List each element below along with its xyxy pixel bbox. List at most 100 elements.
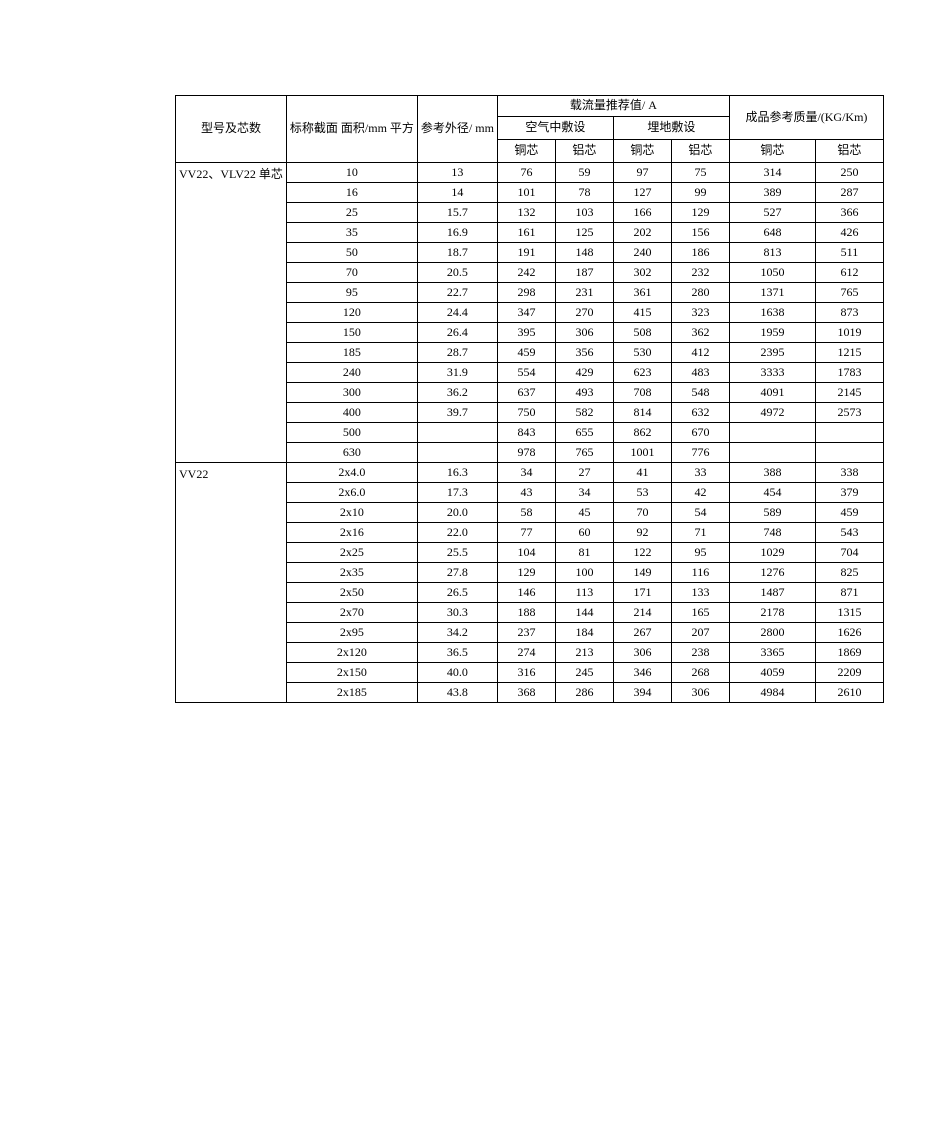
cell-a_al: 231 — [555, 282, 613, 302]
cell-a_al: 59 — [555, 162, 613, 182]
cell-b_al: 186 — [671, 242, 729, 262]
cell-sec: 35 — [286, 222, 417, 242]
cell-b_cu: 394 — [613, 682, 671, 702]
hdr-air-cu: 铜芯 — [497, 139, 555, 162]
cell-b_cu: 97 — [613, 162, 671, 182]
cell-a_al: 213 — [555, 642, 613, 662]
cell-w_cu: 1371 — [729, 282, 815, 302]
hdr-air-al: 铝芯 — [555, 139, 613, 162]
cell-sec: 16 — [286, 182, 417, 202]
cell-sec: 240 — [286, 362, 417, 382]
cell-b_al: 268 — [671, 662, 729, 682]
cell-a_al: 187 — [555, 262, 613, 282]
cell-a_al: 245 — [555, 662, 613, 682]
cell-od: 25.5 — [417, 542, 497, 562]
cell-sec: 300 — [286, 382, 417, 402]
cell-sec: 10 — [286, 162, 417, 182]
cell-w_cu: 748 — [729, 522, 815, 542]
cell-b_al: 548 — [671, 382, 729, 402]
cell-sec: 2x4.0 — [286, 462, 417, 482]
cell-sec: 2x16 — [286, 522, 417, 542]
cell-od: 17.3 — [417, 482, 497, 502]
cell-w_al: 2145 — [815, 382, 883, 402]
cell-w_cu: 4972 — [729, 402, 815, 422]
cell-w_cu: 4059 — [729, 662, 815, 682]
cell-b_al: 207 — [671, 622, 729, 642]
cell-b_al: 280 — [671, 282, 729, 302]
cell-w_cu — [729, 422, 815, 442]
cell-a_cu: 76 — [497, 162, 555, 182]
cell-b_al: 632 — [671, 402, 729, 422]
cell-a_al: 27 — [555, 462, 613, 482]
cell-w_al — [815, 422, 883, 442]
cell-od: 15.7 — [417, 202, 497, 222]
cell-sec: 2x50 — [286, 582, 417, 602]
cell-w_al: 511 — [815, 242, 883, 262]
cell-sec: 2x185 — [286, 682, 417, 702]
cable-spec-table: 型号及芯数 标称截面 面积/mm 平方 参考外径/ mm 载流量推荐值/ A 成… — [175, 95, 884, 703]
cell-od: 20.0 — [417, 502, 497, 522]
cell-w_cu: 527 — [729, 202, 815, 222]
cell-b_cu: 92 — [613, 522, 671, 542]
cell-b_cu: 302 — [613, 262, 671, 282]
group-label: VV22 — [176, 462, 287, 702]
cell-w_al: 873 — [815, 302, 883, 322]
cell-a_al: 45 — [555, 502, 613, 522]
cell-a_cu: 347 — [497, 302, 555, 322]
cell-od: 13 — [417, 162, 497, 182]
cell-a_cu: 101 — [497, 182, 555, 202]
cell-sec: 2x25 — [286, 542, 417, 562]
cell-w_al: 1869 — [815, 642, 883, 662]
cell-b_al: 483 — [671, 362, 729, 382]
cell-b_al: 33 — [671, 462, 729, 482]
cell-od: 22.0 — [417, 522, 497, 542]
cell-b_al: 156 — [671, 222, 729, 242]
cell-sec: 120 — [286, 302, 417, 322]
cell-od: 16.3 — [417, 462, 497, 482]
cell-a_cu: 316 — [497, 662, 555, 682]
table-row: VV222x4.016.334274133388338 — [176, 462, 884, 482]
cell-od: 18.7 — [417, 242, 497, 262]
cell-sec: 25 — [286, 202, 417, 222]
cell-a_al: 286 — [555, 682, 613, 702]
table-body: VV22、VLV22 单芯101376599775314250161410178… — [176, 162, 884, 702]
cell-w_al: 379 — [815, 482, 883, 502]
cell-a_al: 148 — [555, 242, 613, 262]
header-row-1: 型号及芯数 标称截面 面积/mm 平方 参考外径/ mm 载流量推荐值/ A 成… — [176, 96, 884, 117]
cell-a_cu: 188 — [497, 602, 555, 622]
table-row: VV22、VLV22 单芯101376599775314250 — [176, 162, 884, 182]
cell-od: 26.4 — [417, 322, 497, 342]
cell-od: 24.4 — [417, 302, 497, 322]
cell-a_cu: 368 — [497, 682, 555, 702]
hdr-buried: 埋地敷设 — [613, 116, 729, 139]
cell-w_al: 287 — [815, 182, 883, 202]
cell-b_cu: 306 — [613, 642, 671, 662]
cell-b_al: 670 — [671, 422, 729, 442]
cell-w_cu: 389 — [729, 182, 815, 202]
group-label: VV22、VLV22 单芯 — [176, 162, 287, 462]
cell-b_cu: 166 — [613, 202, 671, 222]
cell-a_al: 34 — [555, 482, 613, 502]
cell-w_al: 612 — [815, 262, 883, 282]
cell-od: 34.2 — [417, 622, 497, 642]
cell-b_al: 232 — [671, 262, 729, 282]
cell-sec: 630 — [286, 442, 417, 462]
cell-b_cu: 814 — [613, 402, 671, 422]
cell-b_al: 71 — [671, 522, 729, 542]
cell-b_al: 129 — [671, 202, 729, 222]
cell-b_cu: 1001 — [613, 442, 671, 462]
cell-w_al: 1215 — [815, 342, 883, 362]
cell-sec: 2x10 — [286, 502, 417, 522]
cell-b_cu: 361 — [613, 282, 671, 302]
cell-od: 26.5 — [417, 582, 497, 602]
cell-sec: 2x70 — [286, 602, 417, 622]
cell-w_cu: 454 — [729, 482, 815, 502]
cell-b_cu: 41 — [613, 462, 671, 482]
cell-b_cu: 122 — [613, 542, 671, 562]
cell-w_al: 1783 — [815, 362, 883, 382]
cell-b_al: 133 — [671, 582, 729, 602]
cell-sec: 70 — [286, 262, 417, 282]
cell-w_al: 871 — [815, 582, 883, 602]
cell-sec: 185 — [286, 342, 417, 362]
cell-od: 28.7 — [417, 342, 497, 362]
